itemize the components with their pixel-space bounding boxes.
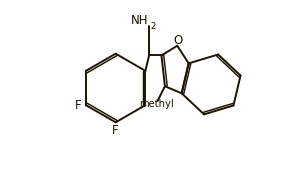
Text: 2: 2 [150, 22, 155, 31]
Text: NH: NH [131, 14, 148, 27]
Text: methyl: methyl [140, 99, 174, 109]
Text: F: F [75, 99, 82, 112]
Text: O: O [173, 34, 182, 47]
Text: F: F [112, 124, 119, 137]
